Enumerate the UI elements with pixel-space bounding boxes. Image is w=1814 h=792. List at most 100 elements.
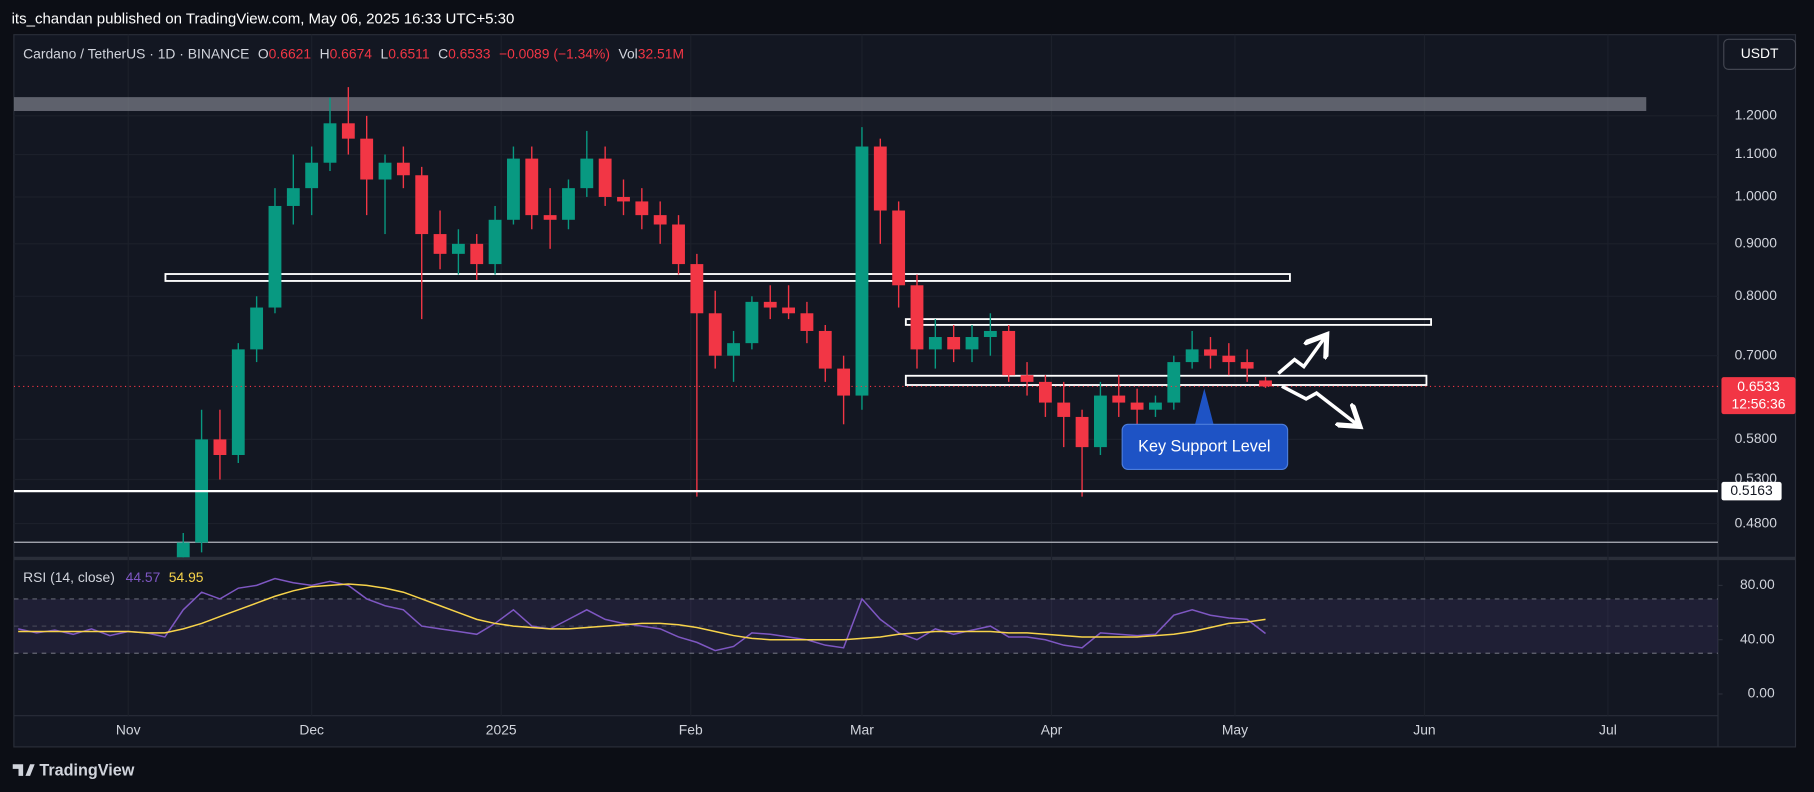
candle-body xyxy=(360,138,374,180)
x-tick-label: May xyxy=(1222,721,1248,737)
candle-body xyxy=(690,264,704,314)
y-tick-label: 0.8000 xyxy=(1735,287,1778,303)
candle-body xyxy=(176,542,190,558)
rsi-ma-value: 54.95 xyxy=(169,569,204,585)
candle-body xyxy=(580,158,594,189)
candle-body xyxy=(451,243,465,254)
candle-body xyxy=(433,234,447,254)
rsi-title: RSI (14, close) 44.57 54.95 xyxy=(23,569,204,585)
logo-icon xyxy=(12,764,35,776)
candle-body xyxy=(1112,395,1126,403)
x-tick-label: Dec xyxy=(299,721,324,737)
down-arrow xyxy=(1281,384,1357,424)
candle-body xyxy=(617,196,630,202)
rsi-tick-label: 80.00 xyxy=(1740,576,1775,592)
legend-value: 32.51M xyxy=(638,45,684,61)
x-tick-label: Apr xyxy=(1041,721,1063,737)
callout: Key Support Level xyxy=(1121,388,1289,470)
candle-body xyxy=(1204,349,1217,356)
candle-body xyxy=(855,146,869,396)
candle-body xyxy=(1057,402,1071,417)
rsi-title-text: RSI (14, close) xyxy=(23,569,115,585)
candle-body xyxy=(873,146,887,211)
candle-body xyxy=(250,307,264,350)
candle-body xyxy=(1093,395,1107,448)
candle-body xyxy=(818,330,832,369)
rsi-tick-label: 0.00 xyxy=(1748,685,1775,701)
x-tick-label: Jul xyxy=(1599,721,1617,737)
candle-body xyxy=(708,313,722,356)
candle-body xyxy=(470,243,484,265)
candle-body xyxy=(1259,380,1272,387)
drawings xyxy=(13,97,1718,543)
legend-label: Vol xyxy=(618,45,637,61)
candle-body xyxy=(286,188,300,206)
resistance-zone xyxy=(13,97,1647,111)
brand: TradingView xyxy=(39,761,134,779)
candle-body xyxy=(1130,402,1144,410)
y-tick-label: 1.1000 xyxy=(1735,145,1778,161)
candle-body xyxy=(1222,355,1236,363)
candle-body xyxy=(745,301,759,344)
candle-body xyxy=(1185,349,1199,363)
candle-body xyxy=(507,158,520,220)
rsi-tick-label: 40.00 xyxy=(1740,630,1775,646)
candle-body xyxy=(1167,362,1181,403)
rsi-ma-line xyxy=(18,583,1266,641)
level-box xyxy=(164,273,1291,282)
candle-body xyxy=(213,439,227,455)
currency-label[interactable]: USDT xyxy=(1741,45,1779,61)
candle-body xyxy=(396,162,410,176)
candle-body xyxy=(1149,402,1162,410)
candle-body xyxy=(1075,416,1089,448)
candle-body xyxy=(965,337,979,350)
candle-body xyxy=(525,158,539,216)
candle-body xyxy=(341,123,355,139)
level-box xyxy=(904,374,1428,386)
annotation: Key Support Level xyxy=(1138,438,1270,456)
candle-body xyxy=(928,337,942,350)
support-label: 0.5163 xyxy=(1730,482,1773,498)
y-tick-label: 0.5800 xyxy=(1735,430,1778,446)
candle-body xyxy=(543,215,557,220)
countdown: 12:56:36 xyxy=(1731,396,1785,412)
legend: Cardano / TetherUS · 1D · BINANCE O0.662… xyxy=(23,45,684,61)
legend-value: 0.6621 xyxy=(269,45,312,61)
forecast-arrows xyxy=(1277,338,1357,425)
candle-body xyxy=(1038,381,1052,403)
rsi-pane xyxy=(13,577,1718,654)
candle-body xyxy=(598,158,612,197)
rsi-line xyxy=(18,577,1266,652)
x-tick-label: Feb xyxy=(679,721,703,737)
candle-body xyxy=(562,188,575,220)
candle-body xyxy=(635,201,649,216)
candle-body xyxy=(415,175,429,235)
callout-pointer xyxy=(1195,388,1214,425)
y-tick-label: 0.7000 xyxy=(1735,346,1778,362)
candle-body xyxy=(800,313,814,331)
candle-body xyxy=(672,224,685,265)
legend-label: L xyxy=(380,45,388,61)
level-box xyxy=(904,318,1432,326)
footer-logo: TradingView xyxy=(12,761,135,779)
candle-body xyxy=(488,219,502,265)
candle-body xyxy=(910,285,924,350)
currency-button-frame[interactable] xyxy=(1723,38,1797,70)
last-price-box xyxy=(1721,377,1796,415)
currency-button[interactable]: USDT xyxy=(1723,38,1797,70)
candle-body xyxy=(653,215,667,225)
candle-body xyxy=(1002,330,1016,376)
candle-body xyxy=(782,307,796,314)
price-pane xyxy=(13,87,1718,558)
legend-label: O xyxy=(258,45,269,61)
y-tick-label: 0.4800 xyxy=(1735,514,1778,530)
candle-body xyxy=(892,210,906,286)
legend-value: 0.6511 xyxy=(388,45,430,61)
candle-body xyxy=(378,162,392,180)
candle-body xyxy=(983,330,997,338)
legend-label: C xyxy=(438,45,448,61)
legend-label: H xyxy=(320,45,330,61)
up-arrow xyxy=(1277,338,1324,375)
last-price-label: 0.6533 xyxy=(1737,378,1780,394)
